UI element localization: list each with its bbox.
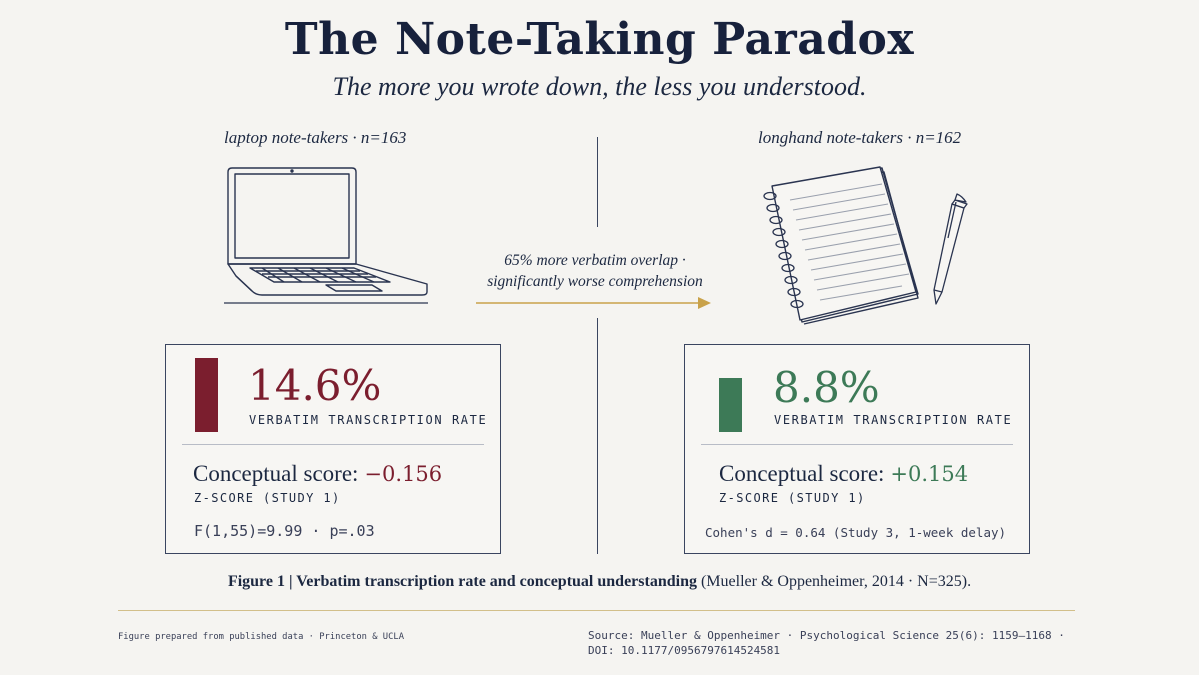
laptop-stat-test: F(1,55)=9.99 · p=.03 <box>194 522 375 540</box>
card-divider <box>182 444 484 445</box>
longhand-score-value: +0.154 <box>890 462 969 486</box>
laptop-conceptual-score: Conceptual score: −0.156 <box>193 461 442 487</box>
card-divider <box>701 444 1013 445</box>
page-subtitle: The more you wrote down, the less you un… <box>332 72 867 101</box>
laptop-score-subtitle: Z-SCORE (STUDY 1) <box>194 491 341 505</box>
notebook-and-pen-icon <box>763 166 968 325</box>
right-arrow-icon <box>476 297 711 309</box>
laptop-group-label: laptop note-takers · n=163 <box>224 128 407 147</box>
longhand-verbatim-rate: 8.8% <box>773 363 880 412</box>
center-divider-top <box>597 137 598 227</box>
laptop-stats-card: 14.6% VERBATIM TRANSCRIPTION RATE Concep… <box>165 344 501 554</box>
comparison-note: 65% more verbatim overlap · significantl… <box>470 250 720 292</box>
page-title: The Note-Taking Paradox <box>284 14 915 65</box>
caption-label: Figure 1 | Verbatim transcription rate a… <box>227 573 697 590</box>
footer-doi: DOI: 10.1177/0956797614524581 <box>588 644 781 657</box>
comparison-note-line-1: 65% more verbatim overlap · <box>504 252 686 269</box>
laptop-color-swatch <box>195 358 218 432</box>
footer-source-line-1: Source: Mueller & Oppenheimer · Psycholo… <box>588 629 1065 642</box>
caption-citation: (Mueller & Oppenheimer, 2014 · N=325). <box>696 573 972 590</box>
longhand-color-swatch <box>719 378 742 432</box>
footer-credit: Figure prepared from published data · Pr… <box>118 632 404 642</box>
longhand-rate-label: VERBATIM TRANSCRIPTION RATE <box>774 413 1013 427</box>
laptop-verbatim-rate: 14.6% <box>248 361 382 410</box>
score-label: Conceptual score: <box>193 461 359 486</box>
longhand-group-label: longhand note-takers · n=162 <box>758 128 962 147</box>
longhand-effect-size: Cohen's d = 0.64 (Study 3, 1-week delay) <box>705 525 1007 540</box>
figure-caption: Figure 1 | Verbatim transcription rate a… <box>0 573 1199 591</box>
comparison-note-line-2: significantly worse comprehension <box>487 273 703 290</box>
footer-rule <box>118 610 1075 611</box>
score-label: Conceptual score: <box>719 461 885 486</box>
longhand-stats-card: 8.8% VERBATIM TRANSCRIPTION RATE Concept… <box>684 344 1030 554</box>
footer-source: Source: Mueller & Oppenheimer · Psycholo… <box>588 628 1065 658</box>
longhand-conceptual-score: Conceptual score: +0.154 <box>719 461 968 487</box>
laptop-rate-label: VERBATIM TRANSCRIPTION RATE <box>249 413 488 427</box>
laptop-icon <box>224 167 428 304</box>
laptop-score-value: −0.156 <box>364 462 443 486</box>
longhand-score-subtitle: Z-SCORE (STUDY 1) <box>719 491 866 505</box>
center-divider-bottom <box>597 318 598 554</box>
